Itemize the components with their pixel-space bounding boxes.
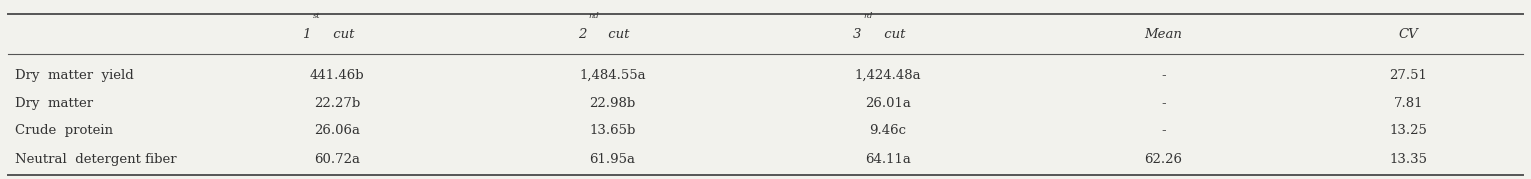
Text: 64.11a: 64.11a — [865, 153, 911, 166]
Text: 2: 2 — [577, 28, 586, 40]
Text: 13.25: 13.25 — [1390, 124, 1427, 137]
Text: Neutral  detergent fiber: Neutral detergent fiber — [15, 153, 178, 166]
Text: -: - — [1160, 97, 1167, 110]
Text: 60.72a: 60.72a — [314, 153, 360, 166]
Text: 26.06a: 26.06a — [314, 124, 360, 137]
Text: 27.51: 27.51 — [1390, 69, 1427, 82]
Text: 9.46c: 9.46c — [870, 124, 906, 137]
Text: 1: 1 — [302, 28, 311, 40]
Text: 1,484.55a: 1,484.55a — [579, 69, 646, 82]
Text: cut: cut — [329, 28, 354, 40]
Text: rd: rd — [863, 12, 873, 20]
Text: 1,424.48a: 1,424.48a — [854, 69, 922, 82]
Text: Dry  matter: Dry matter — [15, 97, 93, 110]
Text: CV: CV — [1399, 28, 1418, 40]
Text: Mean: Mean — [1145, 28, 1182, 40]
Text: st: st — [312, 12, 320, 20]
Text: 62.26: 62.26 — [1145, 153, 1182, 166]
Text: cut: cut — [605, 28, 629, 40]
Text: 22.27b: 22.27b — [314, 97, 360, 110]
Text: 441.46b: 441.46b — [309, 69, 364, 82]
Text: cut: cut — [880, 28, 905, 40]
Text: Crude  protein: Crude protein — [15, 124, 113, 137]
Text: 26.01a: 26.01a — [865, 97, 911, 110]
Text: 22.98b: 22.98b — [589, 97, 635, 110]
Text: -: - — [1160, 69, 1167, 82]
Text: nd: nd — [588, 12, 599, 20]
Text: -: - — [1160, 124, 1167, 137]
Text: 61.95a: 61.95a — [589, 153, 635, 166]
Text: Dry  matter  yield: Dry matter yield — [15, 69, 135, 82]
Text: 3: 3 — [853, 28, 862, 40]
Text: 7.81: 7.81 — [1393, 97, 1424, 110]
Text: 13.65b: 13.65b — [589, 124, 635, 137]
Text: 13.35: 13.35 — [1390, 153, 1427, 166]
